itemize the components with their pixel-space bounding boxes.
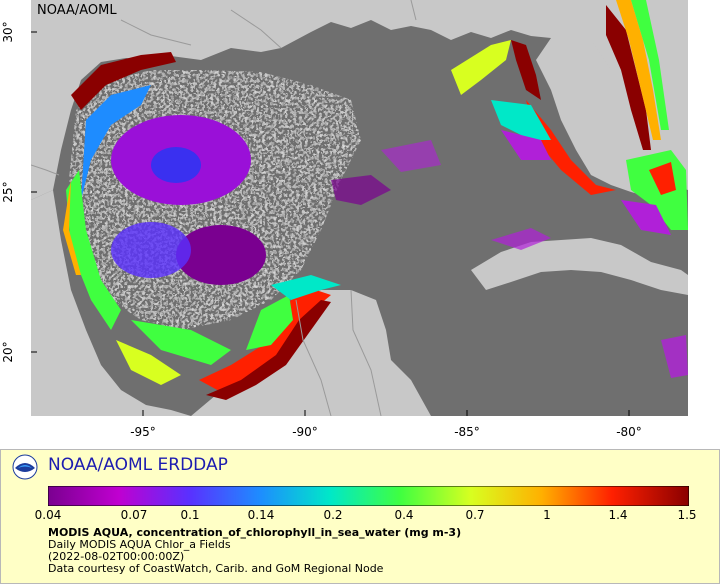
legend-metadata: MODIS AQUA, concentration_of_chlorophyll… bbox=[48, 527, 461, 575]
axis-ticks bbox=[31, 31, 630, 416]
map-borders bbox=[31, 0, 417, 416]
colorbar-label: 1 bbox=[543, 508, 551, 522]
land-cuba bbox=[471, 238, 688, 295]
noaa-logo-icon bbox=[12, 454, 38, 480]
map-credit-label: NOAA/AOML bbox=[37, 3, 117, 18]
y-tick-label: 30° bbox=[1, 21, 15, 43]
land-mexico-west bbox=[31, 190, 191, 416]
x-tick-label: -90° bbox=[292, 425, 318, 439]
x-tick-label: -85° bbox=[454, 425, 480, 439]
land-us-gulf-coast bbox=[31, 0, 688, 200]
legend-panel: NOAA/AOML ERDDAP 0.04 0.07 0.1 0.14 0.2 … bbox=[0, 449, 720, 584]
erddap-brand-title: NOAA/AOML ERDDAP bbox=[48, 455, 228, 475]
dataset-name: Daily MODIS AQUA Chlor_a Fields bbox=[48, 538, 231, 551]
colorbar-label: 1.5 bbox=[677, 508, 697, 522]
map-frame bbox=[31, 0, 688, 416]
colorbar-label: 1.4 bbox=[608, 508, 628, 522]
colorbar-label: 0.04 bbox=[34, 508, 62, 522]
colorbar-label: 0.1 bbox=[180, 508, 200, 522]
colorbar-label: 0.07 bbox=[120, 508, 148, 522]
chlorophyll-field bbox=[63, 0, 688, 400]
colorbar-label: 0.7 bbox=[465, 508, 485, 522]
colorbar bbox=[48, 486, 689, 506]
chlorophyll-map bbox=[31, 0, 688, 416]
y-tick-label: 20° bbox=[1, 341, 15, 363]
x-tick-label: -80° bbox=[616, 425, 642, 439]
courtesy-line: Data courtesy of CoastWatch, Carib. and … bbox=[48, 562, 384, 575]
x-tick-label: -95° bbox=[130, 425, 156, 439]
colorbar-label: 0.4 bbox=[394, 508, 414, 522]
variable-title: MODIS AQUA, concentration_of_chlorophyll… bbox=[48, 526, 462, 539]
colorbar-label: 0.2 bbox=[323, 508, 343, 522]
y-tick-label: 25° bbox=[1, 181, 15, 203]
time-stamp: (2022-08-02T00:00:00Z) bbox=[48, 550, 185, 563]
colorbar-label: 0.14 bbox=[247, 508, 275, 522]
